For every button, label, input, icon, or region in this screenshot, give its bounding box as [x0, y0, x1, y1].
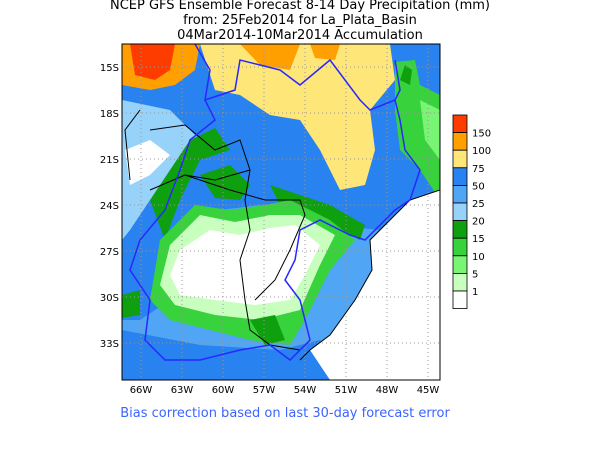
legend-label: 20 [472, 217, 485, 228]
legend-label: 5 [472, 269, 478, 280]
title-line-1: NCEP GFS Ensemble Forecast 8-14 Day Prec… [109, 0, 490, 13]
legend-swatch [452, 149, 468, 169]
lat-label: 27S [100, 247, 119, 258]
lon-label: 51W [335, 385, 358, 396]
legend-swatch [452, 272, 468, 292]
legend-swatch [452, 184, 468, 204]
legend-label: 100 [472, 146, 491, 157]
legend-label: 25 [472, 199, 485, 210]
legend-swatch [452, 132, 468, 151]
legend-swatch [452, 220, 468, 239]
bias-correction-note: Bias correction based on last 30-day for… [120, 406, 450, 421]
legend-swatch [452, 114, 468, 134]
color-legend: 150 100 75 50 25 20 15 10 5 1 [452, 114, 491, 310]
title-line-3: 04Mar2014-10Mar2014 Accumulation [177, 28, 423, 43]
legend-swatch [452, 167, 468, 186]
title-line-2: from: 25Feb2014 for La_Plata_Basin [183, 13, 417, 28]
lon-label: 45W [417, 385, 440, 396]
lat-axis: 15S 18S 21S 24S 27S 30S 33S [100, 63, 119, 350]
lat-label: 24S [100, 201, 119, 212]
grid-lines [122, 44, 440, 380]
lon-axis: 66W 63W 60W 57W 54W 51W 48W 45W [130, 385, 440, 396]
legend-label: 10 [472, 252, 485, 263]
lat-label: 33S [100, 339, 119, 350]
lon-label: 66W [130, 385, 153, 396]
lon-label: 54W [294, 385, 317, 396]
lon-label: 57W [253, 385, 276, 396]
lon-label: 60W [212, 385, 235, 396]
legend-swatch [452, 290, 468, 310]
legend-label: 150 [472, 129, 491, 140]
map-frame [121, 43, 441, 381]
legend-swatch [452, 237, 468, 257]
lat-label: 30S [100, 293, 119, 304]
lat-label: 21S [100, 155, 119, 166]
country-borders [124, 109, 440, 361]
lon-label: 63W [171, 385, 194, 396]
legend-label: 15 [472, 234, 485, 245]
lat-label: 18S [100, 109, 119, 120]
basin-outline [129, 44, 421, 361]
legend-swatch [452, 202, 468, 222]
legend-label: 75 [472, 164, 485, 175]
legend-swatch [452, 255, 468, 274]
legend-label: 1 [472, 287, 478, 298]
lon-label: 48W [376, 385, 399, 396]
lat-label: 15S [100, 63, 119, 74]
legend-label: 50 [472, 181, 485, 192]
